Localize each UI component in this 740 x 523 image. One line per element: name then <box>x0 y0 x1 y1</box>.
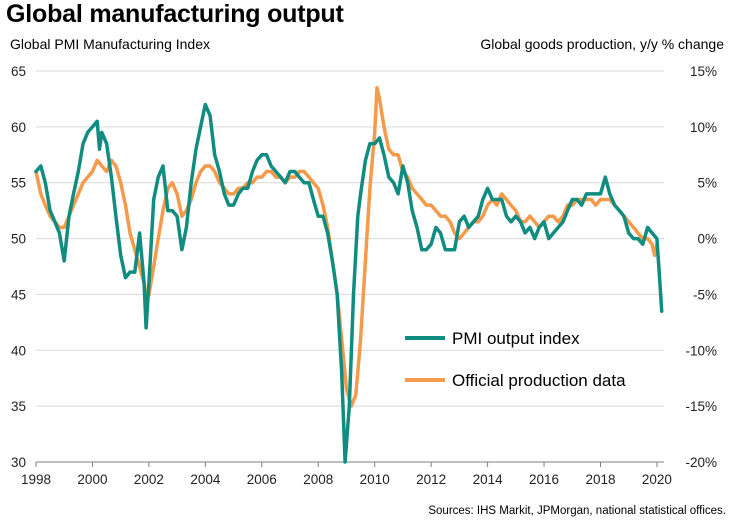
pmi-output-line <box>34 102 664 464</box>
source-note: Sources: IHS Markit, JPMorgan, national … <box>428 505 726 517</box>
gridlines <box>36 70 664 407</box>
x-tick-label: 2014 <box>473 472 504 487</box>
left-tick-label: 50 <box>11 232 26 247</box>
left-tick-label: 35 <box>11 399 26 414</box>
right-tick-label: -20% <box>685 455 717 470</box>
legend: PMI output index Official production data <box>405 329 626 390</box>
right-tick-label: 5% <box>697 176 717 191</box>
official-production-line <box>34 86 659 408</box>
right-tick-label: 10% <box>690 120 717 135</box>
legend-pmi-label: PMI output index <box>452 329 580 348</box>
left-tick-label: 40 <box>11 343 26 358</box>
x-tick-label: 2016 <box>529 472 559 487</box>
left-tick-label: 55 <box>11 176 26 191</box>
right-tick-label: -10% <box>685 343 717 358</box>
x-tick-label: 2018 <box>585 472 615 487</box>
right-tick-label: -5% <box>693 287 717 302</box>
left-tick-label: 30 <box>11 455 26 470</box>
left-axis-title: Global PMI Manufacturing Index <box>10 36 210 52</box>
left-tick-label: 45 <box>11 287 26 302</box>
right-tick-label: -15% <box>685 399 717 414</box>
left-axis-ticks: 30 35 40 45 50 55 60 65 <box>11 64 26 470</box>
x-tick-label: 2002 <box>134 472 164 487</box>
chart-title: Global manufacturing output <box>6 0 344 28</box>
left-tick-label: 65 <box>11 64 26 79</box>
right-axis-title: Global goods production, y/y % change <box>480 36 724 52</box>
left-tick-label: 60 <box>11 120 26 135</box>
x-tick-label: 2006 <box>247 472 277 487</box>
right-tick-label: 15% <box>690 64 717 79</box>
right-tick-label: 0% <box>697 232 717 247</box>
x-axis-ticks: 1998 2000 2002 2004 2006 2008 2010 2012 2014 2016… <box>21 462 672 487</box>
x-tick-label: 2020 <box>642 472 672 487</box>
x-tick-label: 2000 <box>77 472 107 487</box>
x-tick-label: 2010 <box>360 472 390 487</box>
x-tick-label: 2008 <box>303 472 333 487</box>
x-tick-label: 1998 <box>21 472 51 487</box>
x-tick-label: 2012 <box>416 472 446 487</box>
legend-official-label: Official production data <box>452 371 626 390</box>
x-tick-label: 2004 <box>190 472 221 487</box>
series-lines <box>34 86 664 464</box>
right-axis-ticks: -20% -15% -10% -5% 0% 5% 10% 15% <box>685 64 717 470</box>
